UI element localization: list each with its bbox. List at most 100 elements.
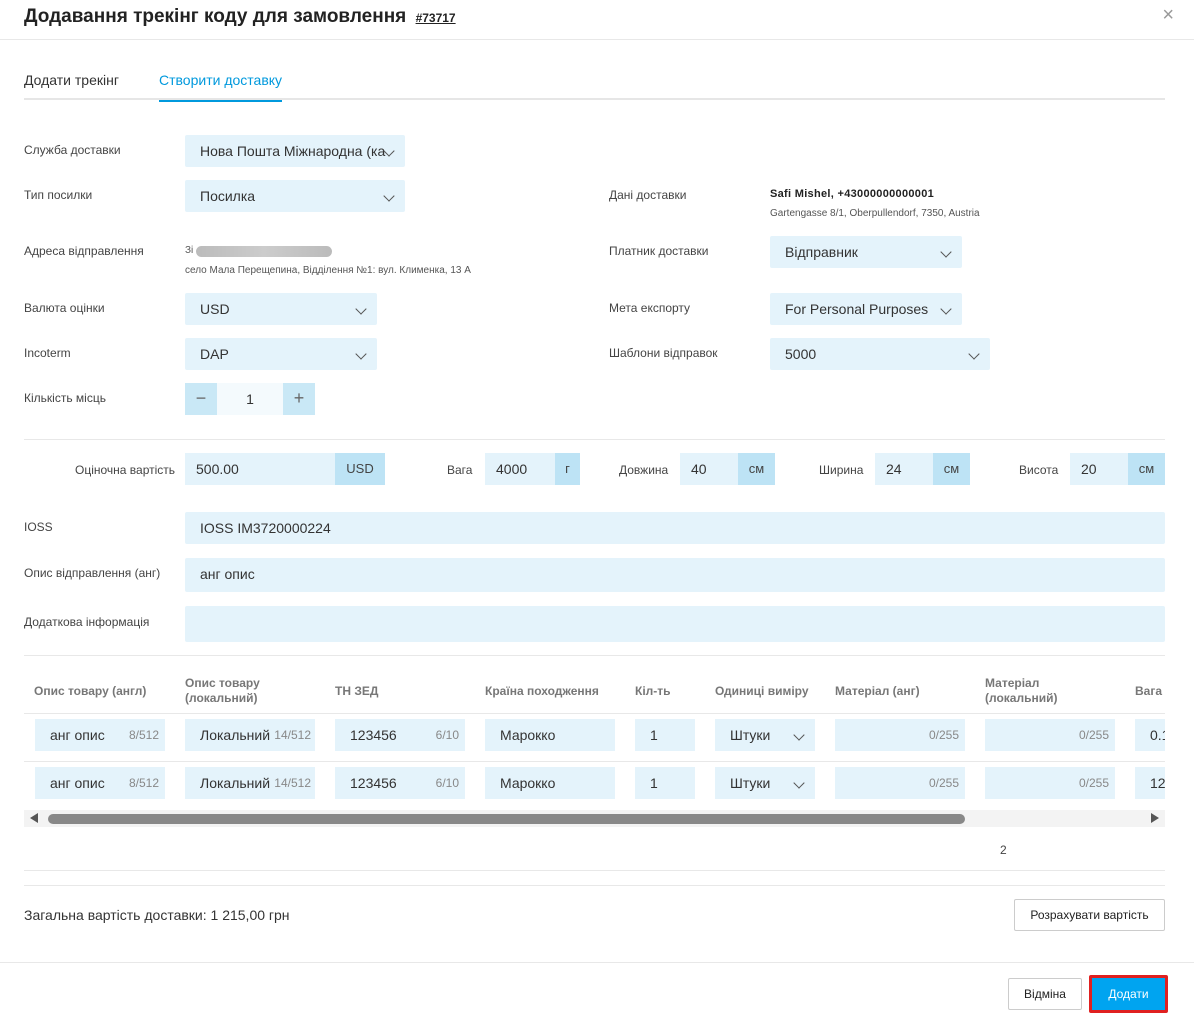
weight-cell-input[interactable]: 0.1 [1135,719,1165,751]
delivery-service-label: Служба доставки [24,143,121,157]
qty-input[interactable]: 1 [635,767,695,799]
chevron-down-icon [355,348,367,360]
weight-unit: г [555,453,580,485]
width-label: Ширина [819,463,864,477]
hs-code-input[interactable]: 123456 6/10 [335,719,465,751]
templates-value: 5000 [785,346,817,362]
redacted-sender-name [196,246,332,257]
export-purpose-select[interactable]: For Personal Purposes [770,293,962,325]
country-input[interactable]: Марокко [485,767,615,799]
scroll-left-arrow-icon[interactable] [30,813,38,823]
height-label: Висота [1019,463,1059,477]
places-count-label: Кількість місць [24,391,106,405]
width-input[interactable]: 24 см [875,453,970,485]
estimated-value-input[interactable]: 500.00 USD [185,453,385,485]
char-counter: 8/512 [128,776,159,790]
payer-value: Відправник [785,244,858,260]
currency-value: USD [200,301,230,317]
templates-select[interactable]: 5000 [770,338,990,370]
currency-select[interactable]: USD [185,293,377,325]
weight-cell-value: 12 [1150,775,1165,791]
length-label: Довжина [619,463,669,477]
divider [24,885,1165,886]
additional-info-label: Додаткова інформація [24,615,150,629]
country-input[interactable]: Марокко [485,719,615,751]
additional-info-input[interactable] [185,606,1165,642]
chevron-down-icon [968,348,980,360]
char-counter: 8/512 [128,728,159,742]
tab-add-tracking[interactable]: Додати трекінг [24,72,119,88]
col-header-material-local: Матеріал (локальний) [985,676,1058,705]
divider [24,439,1165,440]
calculate-cost-button[interactable]: Розрахувати вартість [1014,899,1165,931]
tab-create-delivery[interactable]: Створити доставку [159,72,283,102]
add-button[interactable]: Додати [1089,975,1168,1013]
parcel-type-value: Посилка [200,188,256,204]
incoterm-select[interactable]: DAP [185,338,377,370]
incoterm-value: DAP [200,346,229,362]
length-unit: см [738,453,775,485]
material-local-input[interactable]: 0/255 [985,767,1115,799]
estimated-value-value: 500.00 [196,461,239,477]
country-value: Марокко [500,727,556,743]
desc-en-value: анг опис [50,727,105,743]
col-header-qty: Кіл-ть [635,684,671,698]
description-en-input[interactable]: анг опис [185,558,1165,592]
sender-address-label: Адреса відправлення [24,244,144,258]
weight-value: 4000 [496,461,528,477]
desc-en-input[interactable]: анг опис 8/512 [35,719,165,751]
length-input[interactable]: 40 см [680,453,775,485]
hs-code-input[interactable]: 123456 6/10 [335,767,465,799]
modal-title: Додавання трекінг коду для замовлення #7… [24,6,456,28]
material-en-input[interactable]: 0/255 [835,719,965,751]
weight-input[interactable]: 4000 г [485,453,580,485]
table-header-divider [24,713,1165,714]
hs-code-value: 123456 [350,727,397,743]
col-header-desc-en: Опис товару (англ) [34,684,147,698]
material-en-input[interactable]: 0/255 [835,767,965,799]
chevron-down-icon [383,190,395,202]
cancel-button[interactable]: Відміна [1008,978,1082,1010]
country-value: Марокко [500,775,556,791]
ioss-label: IOSS [24,520,53,534]
char-counter: 14/512 [274,728,311,742]
col-header-desc-local: Опис товару (локальний) [185,676,260,705]
recipient-name: Safi Mishel, +43000000000001 [770,188,935,200]
scroll-right-arrow-icon[interactable] [1151,813,1159,823]
order-number-link[interactable]: #73717 [415,11,456,25]
payer-select[interactable]: Відправник [770,236,962,268]
qty-input[interactable]: 1 [635,719,695,751]
hs-code-value: 123456 [350,775,397,791]
height-input[interactable]: 20 см [1070,453,1165,485]
desc-en-input[interactable]: анг опис 8/512 [35,767,165,799]
horizontal-scrollbar[interactable] [24,810,1165,827]
export-purpose-label: Мета експорту [609,301,691,315]
char-counter: 0/255 [1078,776,1109,790]
unit-select[interactable]: Штуки [715,719,815,751]
minus-button[interactable]: − [185,383,217,415]
scrollbar-thumb[interactable] [48,814,965,824]
close-icon[interactable]: × [1162,4,1174,26]
ioss-input[interactable]: IOSS IM3720000224 [185,512,1165,544]
chevron-down-icon [793,777,805,789]
divider [24,870,1165,871]
weight-cell-input[interactable]: 12 [1135,767,1165,799]
char-counter: 0/255 [1078,728,1109,742]
char-counter: 0/255 [928,776,959,790]
chevron-down-icon [355,303,367,315]
delivery-service-select[interactable]: Нова Пошта Міжнародна (ка [185,135,405,167]
table-page-number: 2 [1000,843,1007,857]
desc-local-input[interactable]: Локальний с 14/512 [185,719,315,751]
unit-value: Штуки [730,727,771,743]
material-local-input[interactable]: 0/255 [985,719,1115,751]
plus-button[interactable]: + [283,383,315,415]
title-text: Додавання трекінг коду для замовлення [24,6,407,27]
desc-local-input[interactable]: Локальний с 14/512 [185,767,315,799]
desc-local-value: Локальний с [200,775,281,791]
parcel-type-label: Тип посилки [24,188,93,202]
parcel-type-select[interactable]: Посилка [185,180,405,212]
unit-select[interactable]: Штуки [715,767,815,799]
currency-label: Валюта оцінки [24,301,105,315]
places-count-value[interactable]: 1 [246,391,254,407]
col-header-unit: Одиниці виміру [715,684,809,698]
